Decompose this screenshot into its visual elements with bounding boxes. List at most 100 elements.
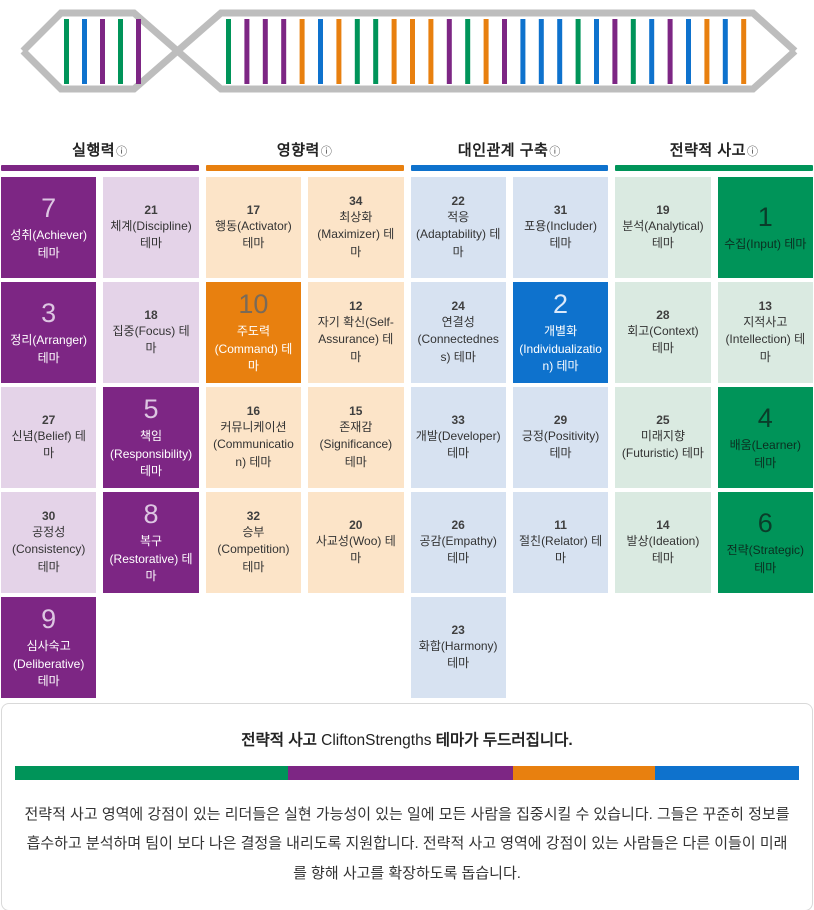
dna-stripe-rank-7 xyxy=(244,19,250,84)
dna-stripe-rank-4 xyxy=(118,19,123,84)
domain-bar-segment xyxy=(654,766,799,780)
dna-stripe-rank-30 xyxy=(667,19,673,84)
theme-rank: 7 xyxy=(41,193,57,224)
theme-label: 지적사고(Intellection) 테마 xyxy=(725,314,806,364)
theme-rank: 31 xyxy=(553,202,568,217)
dna-stripe-rank-6 xyxy=(226,19,231,84)
theme-rank: 26 xyxy=(451,517,465,532)
theme-rank: 16 xyxy=(246,403,261,418)
dna-stripe-rank-22 xyxy=(520,19,526,84)
theme-label: 포용(Includer) 테마 xyxy=(524,218,597,250)
theme-label: 회고(Context) 테마 xyxy=(627,323,699,355)
theme-label: 적응(Adaptability) 테마 xyxy=(415,209,501,259)
dna-stripe-rank-15 xyxy=(391,19,397,84)
theme-label: 성취(Achiever) 테마 xyxy=(10,228,88,260)
theme-label: 긍정(Positivity) 테마 xyxy=(521,428,600,460)
theme-rank: 24 xyxy=(451,298,465,313)
theme-card: 19 분석(Analytical) 테마 xyxy=(615,177,711,278)
theme-rank: 20 xyxy=(349,517,363,532)
dna-stripe-rank-9 xyxy=(281,19,287,84)
dna-stripe-rank-5 xyxy=(136,19,141,84)
theme-card: 6 전략(Strategic) 테마 xyxy=(717,492,813,593)
theme-rank: 14 xyxy=(656,517,670,532)
theme-label: 커뮤니케이션 (Communication) 테마 xyxy=(213,419,294,469)
theme-rank: 27 xyxy=(42,412,56,427)
domain-header-label: 영향력 xyxy=(276,142,320,159)
dna-stripe-rank-12 xyxy=(336,19,342,84)
theme-rank: 19 xyxy=(656,202,670,217)
dna-stripe-rank-25 xyxy=(575,19,581,84)
summary-title-rest: 테마가 두드러집니다. xyxy=(435,732,573,749)
dna-stripe-rank-29 xyxy=(649,19,655,84)
theme-rank: 6 xyxy=(757,508,773,539)
domain-header: 실행력ⓘ xyxy=(1,139,199,171)
theme-card: 8 복구(Restorative) 테마 xyxy=(103,492,199,593)
theme-card: 5 책임(Responsibility) 테마 xyxy=(103,387,199,488)
theme-label: 복구(Restorative) 테마 xyxy=(109,534,193,584)
theme-card: 26 공감(Empathy) 테마 xyxy=(410,492,506,593)
dna-stripe-rank-31 xyxy=(686,19,691,84)
dna-stripe-rank-34 xyxy=(741,19,747,84)
dna-stripe-rank-11 xyxy=(318,19,323,84)
theme-rank: 22 xyxy=(451,193,465,208)
domain-headers-row: 실행력ⓘ 영향력ⓘ 대인관계 구축ⓘ 전략적 사고ⓘ xyxy=(1,139,813,171)
theme-label: 정리(Arranger) 테마 xyxy=(10,333,88,365)
theme-label: 주도력(Command) 테마 xyxy=(214,324,293,374)
theme-label: 행동(Activator) 테마 xyxy=(215,218,292,250)
dna-stripe-rank-33 xyxy=(722,19,728,84)
theme-label: 개별화 (Individualization) 테마 xyxy=(519,324,602,374)
dna-stripe-rank-24 xyxy=(557,19,563,84)
theme-rank: 29 xyxy=(553,412,568,427)
domain-header-label: 대인관계 구축 xyxy=(457,142,549,159)
theme-card: 23 화합(Harmony) 테마 xyxy=(410,597,506,698)
theme-label: 화합(Harmony) 테마 xyxy=(418,638,498,670)
theme-grid: 7 성취(Achiever) 테마 21 체계(Discipline) 테마 3… xyxy=(1,177,813,698)
dna-stripe-rank-19 xyxy=(465,19,471,84)
theme-card: 29 긍정(Positivity) 테마 xyxy=(512,387,609,488)
summary-title-brand: CliftonStrengths xyxy=(321,732,432,749)
theme-label: 자기 확신(Self-Assurance) 테마 xyxy=(317,314,394,364)
domain-header-bar xyxy=(1,165,199,171)
dna-stripe-rank-26 xyxy=(594,19,599,84)
theme-rank: 25 xyxy=(656,412,670,427)
dna-stripe-rank-32 xyxy=(704,19,710,84)
theme-card: 30 공정성(Consistency) 테마 xyxy=(1,492,97,593)
theme-rank: 18 xyxy=(144,307,158,322)
theme-rank: 30 xyxy=(42,508,56,523)
theme-card: 27 신념(Belief) 테마 xyxy=(1,387,97,488)
theme-rank: 1 xyxy=(757,201,773,232)
theme-label: 공감(Empathy) 테마 xyxy=(419,533,497,565)
info-icon[interactable]: ⓘ xyxy=(320,146,333,158)
theme-rank: 17 xyxy=(246,202,261,217)
theme-card: 31 포용(Includer) 테마 xyxy=(512,177,609,278)
theme-rank: 32 xyxy=(246,508,261,523)
theme-card: 9 심사숙고(Deliberative) 테마 xyxy=(1,597,97,698)
theme-label: 체계(Discipline) 테마 xyxy=(110,218,192,250)
theme-card: 21 체계(Discipline) 테마 xyxy=(103,177,199,278)
theme-card: 4 배움(Learner) 테마 xyxy=(717,387,813,488)
dna-stripe-rank-28 xyxy=(630,19,636,84)
dna-stripe-rank-3 xyxy=(100,19,105,84)
domain-header-bar xyxy=(410,165,609,171)
theme-card: 14 발상(Ideation) 테마 xyxy=(615,492,711,593)
theme-rank: 34 xyxy=(349,193,363,208)
theme-card: 24 연결성 (Connectedness) 테마 xyxy=(410,282,506,383)
theme-label: 발상(Ideation) 테마 xyxy=(626,533,700,565)
info-icon[interactable]: ⓘ xyxy=(549,146,561,158)
summary-title: 전략적 사고 CliftonStrengths 테마가 두드러집니다. xyxy=(15,728,799,750)
dna-helix-graphic xyxy=(20,9,798,93)
dna-stripe-rank-20 xyxy=(483,19,489,84)
info-icon[interactable]: ⓘ xyxy=(746,146,759,158)
theme-rank: 28 xyxy=(656,307,670,322)
theme-card: 16 커뮤니케이션 (Communication) 테마 xyxy=(205,387,302,488)
theme-label: 신념(Belief) 테마 xyxy=(11,428,86,460)
theme-card: 18 집중(Focus) 테마 xyxy=(103,282,199,383)
info-icon[interactable]: ⓘ xyxy=(116,146,128,158)
theme-rank: 33 xyxy=(451,412,465,427)
theme-card: 22 적응(Adaptability) 테마 xyxy=(410,177,506,278)
domain-bar-segment xyxy=(512,766,655,780)
theme-rank: 23 xyxy=(451,622,465,637)
theme-card: 2 개별화 (Individualization) 테마 xyxy=(512,282,609,383)
theme-card: 10 주도력(Command) 테마 xyxy=(205,282,302,383)
